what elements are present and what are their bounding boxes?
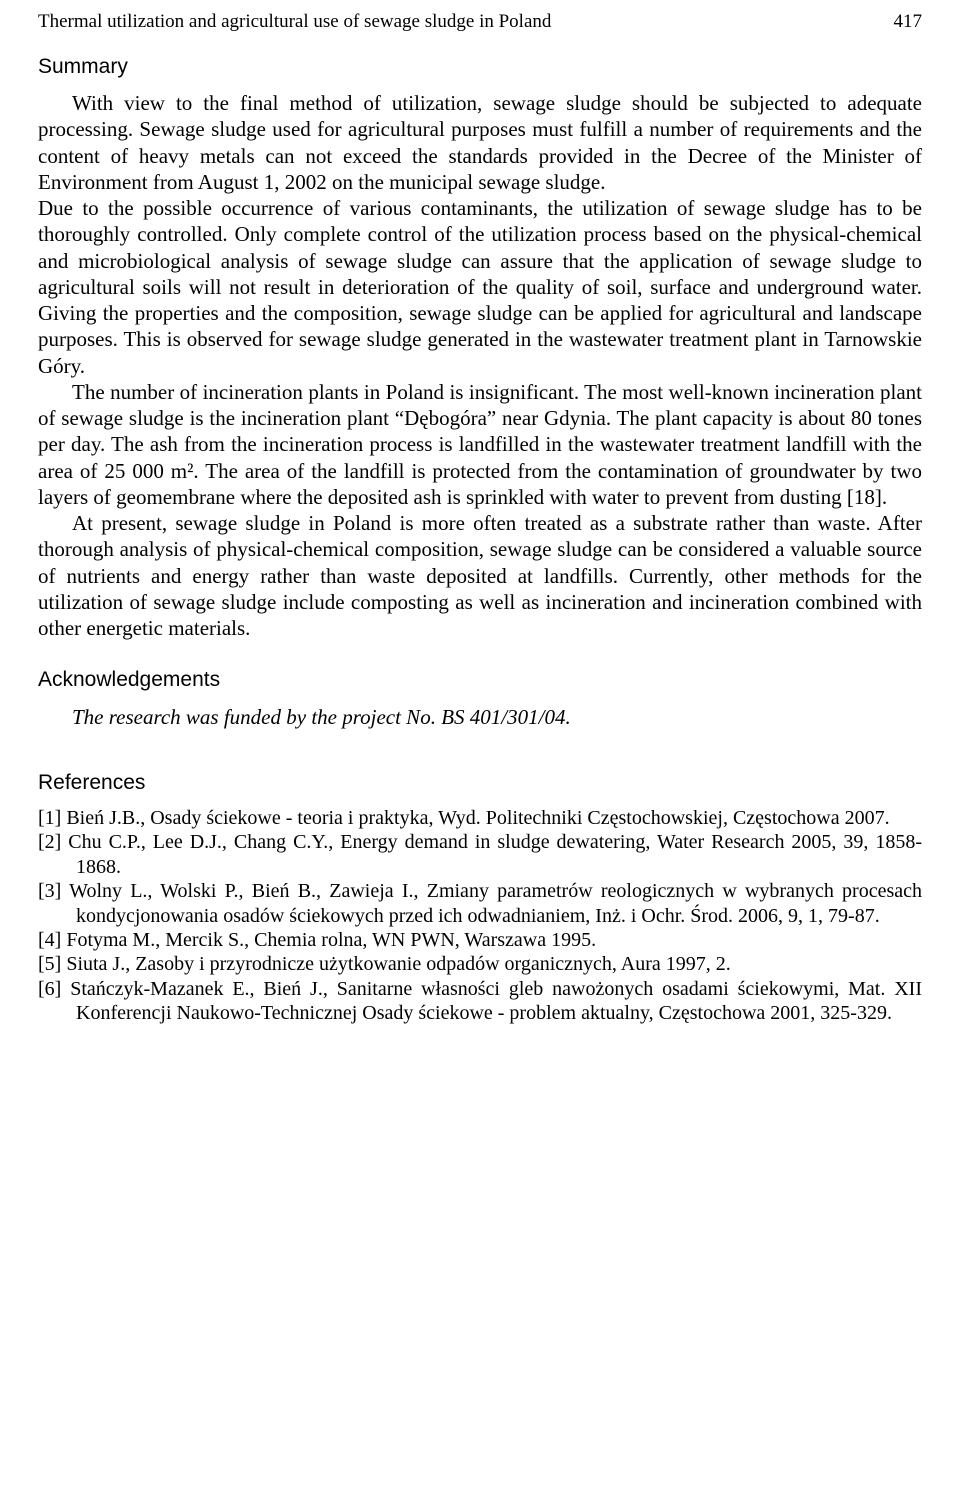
reference-item: [5] Siuta J., Zasoby i przyrodnicze użyt… [38,952,922,976]
reference-item: [2] Chu C.P., Lee D.J., Chang C.Y., Ener… [38,830,922,879]
page-number: 417 [894,10,923,34]
reference-item: [4] Fotyma M., Mercik S., Chemia rolna, … [38,928,922,952]
reference-item: [3] Wolny L., Wolski P., Bień B., Zawiej… [38,879,922,928]
summary-paragraph-4: At present, sewage sludge in Poland is m… [38,510,922,641]
summary-paragraph-3: The number of incineration plants in Pol… [38,379,922,510]
page-header: Thermal utilization and agricultural use… [38,10,922,34]
summary-heading: Summary [38,54,922,80]
running-title: Thermal utilization and agricultural use… [38,10,551,34]
acknowledgements-heading: Acknowledgements [38,667,922,693]
summary-paragraph-2: Due to the possible occurrence of variou… [38,195,922,379]
reference-item: [6] Stańczyk-Mazanek E., Bień J., Sanita… [38,977,922,1026]
summary-paragraph-1: With view to the final method of utiliza… [38,90,922,195]
reference-item: [1] Bień J.B., Osady ściekowe - teoria i… [38,806,922,830]
acknowledgements-text: The research was funded by the project N… [38,704,922,730]
references-heading: References [38,770,922,796]
references-list: [1] Bień J.B., Osady ściekowe - teoria i… [38,806,922,1026]
